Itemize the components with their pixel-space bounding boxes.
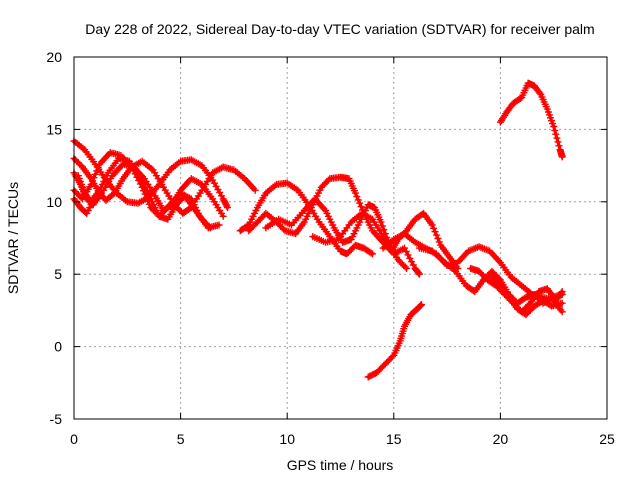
data-point xyxy=(434,235,442,242)
data-point xyxy=(109,190,117,198)
data-point xyxy=(553,134,561,142)
data-point xyxy=(140,187,148,195)
data-point xyxy=(430,224,438,232)
x-tick-label: 10 xyxy=(279,431,295,447)
data-point xyxy=(143,194,150,201)
data-point xyxy=(215,221,223,229)
data-point xyxy=(378,222,386,230)
data-point xyxy=(354,196,362,204)
series-arc-14 xyxy=(488,273,566,319)
series-arc-16 xyxy=(496,79,566,161)
data-point xyxy=(90,174,98,182)
x-tick-label: 15 xyxy=(386,431,402,447)
data-point xyxy=(388,353,396,361)
data-point xyxy=(552,130,560,138)
data-point xyxy=(536,89,544,97)
series-arc-10 xyxy=(309,209,462,272)
y-tick-label: 15 xyxy=(46,121,62,137)
data-point xyxy=(251,186,259,194)
data-point xyxy=(351,189,359,197)
chart-title: Day 228 of 2022, Sidereal Day-to-day VTE… xyxy=(85,21,594,37)
data-point xyxy=(89,177,96,185)
data-point xyxy=(93,167,101,175)
data-point xyxy=(403,264,411,272)
data-point xyxy=(558,299,566,307)
data-point xyxy=(138,183,146,191)
data-point xyxy=(428,221,436,229)
series-arc-1 xyxy=(70,137,231,212)
data-point xyxy=(219,212,227,220)
data-point xyxy=(415,270,423,278)
data-point xyxy=(558,288,566,296)
data-point xyxy=(91,170,99,178)
data-point xyxy=(551,126,559,134)
plot-frame xyxy=(73,56,608,420)
data-point xyxy=(356,199,364,207)
y-axis-label: SDTVAR / TECUs xyxy=(5,182,21,294)
x-tick-label: 0 xyxy=(70,431,78,447)
y-tick-label: -5 xyxy=(50,411,63,427)
series-arc-15 xyxy=(364,301,425,381)
data-point xyxy=(144,197,152,205)
data-point xyxy=(550,123,558,130)
data-point xyxy=(401,263,409,271)
data-point xyxy=(94,164,102,171)
data-point xyxy=(367,249,375,257)
series-arc-5 xyxy=(70,149,223,232)
y-tick-label: 5 xyxy=(54,266,62,282)
data-point xyxy=(377,218,385,226)
data-point xyxy=(91,192,99,200)
x-axis-label: GPS time / hours xyxy=(287,457,394,473)
data-point xyxy=(554,138,562,146)
data-point xyxy=(141,190,149,198)
series-arc-8 xyxy=(245,173,423,278)
data-point xyxy=(418,301,425,309)
data-point xyxy=(353,193,361,200)
data-point xyxy=(369,250,376,258)
y-tick-label: 0 xyxy=(54,339,62,355)
x-tick-label: 20 xyxy=(493,431,509,447)
data-point xyxy=(431,228,439,236)
y-ticks: -5 0 5 10 15 20 xyxy=(46,49,607,427)
x-tick-label: 25 xyxy=(599,431,615,447)
x-tick-label: 5 xyxy=(177,431,185,447)
plot-points xyxy=(70,79,566,381)
y-tick-label: 10 xyxy=(46,194,62,210)
data-point xyxy=(432,231,440,239)
data-point xyxy=(357,203,365,211)
data-point xyxy=(224,204,231,212)
data-point xyxy=(558,308,566,316)
data-point xyxy=(380,226,388,234)
x-ticks: 0 5 10 15 20 25 xyxy=(70,57,615,447)
data-point xyxy=(145,200,153,208)
data-point xyxy=(557,289,565,297)
data-point xyxy=(558,153,566,161)
data-point xyxy=(87,180,95,188)
data-point xyxy=(555,142,563,150)
data-point xyxy=(435,238,443,246)
y-tick-label: 20 xyxy=(46,49,62,65)
